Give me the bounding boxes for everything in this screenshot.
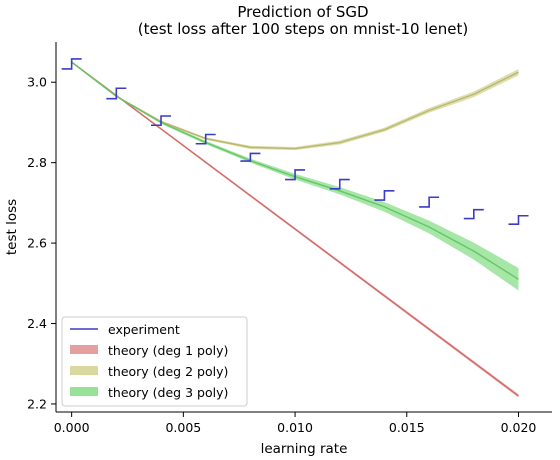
experiment-point — [374, 190, 395, 201]
x-tick-label: 0.015 — [389, 420, 425, 435]
x-tick-label: 0.000 — [54, 420, 90, 435]
chart-title: Prediction of SGD — [237, 3, 368, 21]
experiment-point — [329, 178, 350, 190]
line-series-1 — [71, 61, 519, 397]
line-series-2 — [71, 61, 519, 150]
band-series-2 — [71, 61, 519, 151]
legend-label-deg3: theory (deg 3 poly) — [108, 385, 228, 400]
x-axis-label: learning rate — [261, 441, 348, 457]
experiment-point — [419, 196, 440, 208]
experiment-point — [508, 214, 529, 225]
experiment-point — [151, 115, 172, 127]
y-tick-label: 2.8 — [27, 155, 47, 170]
y-tick-label: 2.4 — [27, 316, 47, 331]
experiment-point — [285, 169, 306, 181]
legend-label-deg1: theory (deg 1 poly) — [108, 343, 228, 358]
experiment-point — [240, 152, 261, 162]
y-tick-label: 2.2 — [27, 396, 47, 411]
x-tick-label: 0.005 — [165, 420, 201, 435]
y-tick-label: 2.6 — [27, 236, 47, 251]
legend-swatch-deg1 — [70, 345, 98, 354]
experiment-point — [61, 58, 82, 70]
legend-label-experiment: experiment — [108, 322, 180, 337]
x-ticks: 0.000 0.005 0.010 0.015 0.020 — [54, 412, 537, 435]
y-ticks: 2.2 2.4 2.6 2.8 3.0 — [27, 75, 56, 411]
experiment-steps — [61, 58, 529, 225]
legend-label-deg2: theory (deg 2 poly) — [108, 364, 228, 379]
experiment-point — [106, 87, 127, 100]
legend-swatch-deg3 — [70, 387, 98, 396]
legend-swatch-deg2 — [70, 366, 98, 375]
y-axis-label: test loss — [4, 199, 20, 255]
legend-frame — [61, 316, 248, 407]
y-tick-label: 3.0 — [27, 75, 47, 90]
experiment-point — [195, 133, 216, 145]
x-tick-label: 0.020 — [501, 420, 537, 435]
experiment-point — [463, 208, 484, 220]
x-tick-label: 0.010 — [277, 420, 313, 435]
chart-subtitle: (test loss after 100 steps on mnist-10 l… — [138, 20, 468, 38]
legend: experiment theory (deg 1 poly) theory (d… — [61, 316, 248, 407]
